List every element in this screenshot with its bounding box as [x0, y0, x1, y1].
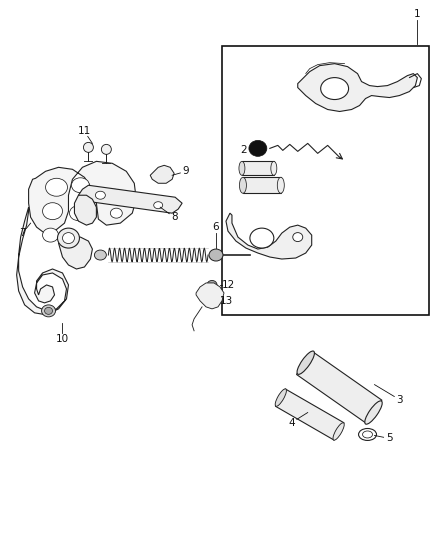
- Ellipse shape: [297, 351, 314, 374]
- Ellipse shape: [57, 228, 79, 248]
- Ellipse shape: [107, 189, 121, 201]
- Ellipse shape: [249, 140, 267, 156]
- Text: 2: 2: [240, 146, 247, 155]
- Ellipse shape: [275, 389, 286, 406]
- Ellipse shape: [101, 144, 111, 155]
- Ellipse shape: [70, 206, 88, 221]
- Ellipse shape: [359, 429, 377, 440]
- Polygon shape: [78, 185, 182, 213]
- Polygon shape: [226, 213, 312, 259]
- Ellipse shape: [83, 142, 93, 152]
- Ellipse shape: [42, 305, 56, 317]
- Text: 12: 12: [221, 280, 235, 290]
- Ellipse shape: [209, 249, 223, 261]
- Polygon shape: [28, 161, 136, 233]
- Text: 1: 1: [414, 9, 420, 19]
- Ellipse shape: [71, 178, 89, 193]
- Ellipse shape: [95, 191, 106, 199]
- Ellipse shape: [321, 78, 349, 100]
- Ellipse shape: [63, 232, 74, 244]
- Ellipse shape: [95, 250, 106, 260]
- Polygon shape: [150, 165, 174, 183]
- Text: 4: 4: [289, 417, 295, 427]
- Polygon shape: [196, 283, 224, 309]
- Ellipse shape: [333, 423, 344, 440]
- Ellipse shape: [271, 161, 277, 175]
- Polygon shape: [298, 63, 417, 111]
- Text: 3: 3: [396, 394, 403, 405]
- Ellipse shape: [277, 177, 284, 193]
- Bar: [297, 352, 382, 423]
- Ellipse shape: [363, 431, 372, 438]
- Polygon shape: [17, 207, 68, 315]
- Bar: [242, 161, 274, 175]
- Ellipse shape: [239, 161, 245, 175]
- Ellipse shape: [365, 401, 382, 424]
- Ellipse shape: [240, 177, 247, 193]
- Ellipse shape: [207, 280, 217, 289]
- Ellipse shape: [250, 228, 274, 248]
- Text: 7: 7: [19, 228, 26, 238]
- Text: 13: 13: [219, 296, 233, 306]
- Ellipse shape: [46, 178, 67, 196]
- Ellipse shape: [42, 228, 59, 242]
- Bar: [222, 46, 429, 315]
- Ellipse shape: [154, 201, 162, 209]
- Text: 10: 10: [56, 334, 69, 344]
- Ellipse shape: [42, 203, 63, 220]
- Text: 9: 9: [183, 166, 189, 176]
- Bar: [276, 389, 344, 440]
- Text: 6: 6: [213, 222, 219, 232]
- Bar: [243, 177, 281, 193]
- Ellipse shape: [45, 308, 53, 314]
- Text: 8: 8: [171, 212, 177, 222]
- Ellipse shape: [293, 232, 303, 241]
- Text: 11: 11: [78, 126, 91, 136]
- Ellipse shape: [110, 208, 122, 218]
- Polygon shape: [59, 237, 92, 269]
- Polygon shape: [74, 195, 96, 225]
- Text: 5: 5: [386, 433, 393, 443]
